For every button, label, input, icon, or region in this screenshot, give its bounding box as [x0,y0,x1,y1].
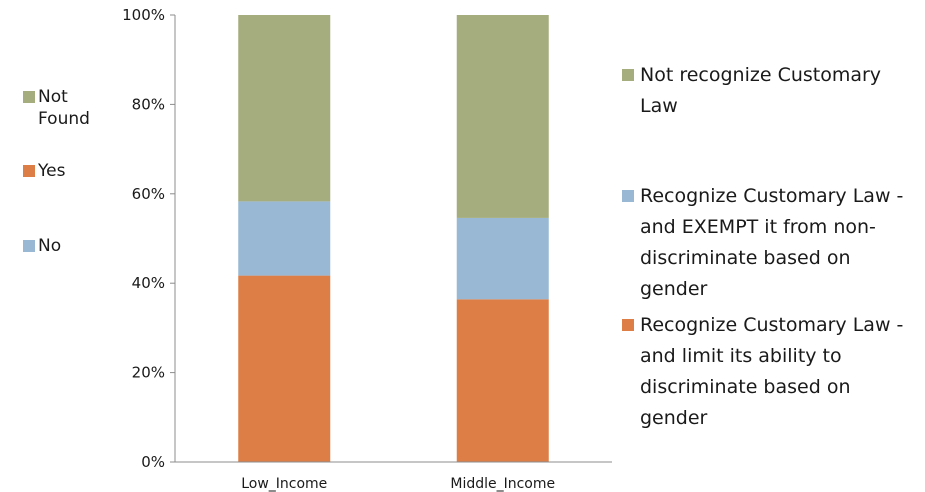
legend-label: Not recognize Customary Law [640,64,882,117]
right-legend-item-exempt: Recognize Customary Law - and EXEMPT it … [622,181,922,305]
y-tick-label: 60% [132,185,165,203]
legend-swatch [622,190,634,202]
legend-swatch [622,319,634,331]
bar-segment [456,299,549,462]
bar-segment [238,275,331,462]
x-axis: Low_Income Middle_Income [175,461,612,492]
y-tick-label: 100% [122,6,165,24]
x-tick-label: Low_Income [241,476,327,492]
right-legend-item-limit: Recognize Customary Law - and limit its … [622,310,922,434]
left-legend-item-not-found: Not Found [23,86,113,130]
legend-swatch [23,165,35,177]
legend-swatch [23,91,35,103]
bars [238,15,549,462]
legend-label: Recognize Customary Law - and EXEMPT it … [640,185,904,300]
x-tick-label: Middle_Income [450,476,555,492]
left-legend-item-no: No [23,235,113,257]
bar-segment [238,201,331,276]
y-tick-label: 20% [132,364,165,382]
bar-segment [238,15,331,202]
bar-segment [456,15,549,218]
left-legend-item-yes: Yes [23,160,113,182]
bar-segment [456,217,549,300]
legend-label: Yes [38,161,66,181]
legend-swatch [23,240,35,252]
right-legend-item-not-recognize: Not recognize Customary Law [622,60,922,122]
y-axis: 0% 20% 40% 60% 80% 100% [122,6,176,471]
legend-label: Not Found [38,87,90,129]
legend-label: Recognize Customary Law - and limit its … [640,314,904,429]
y-tick-label: 40% [132,274,165,292]
legend-swatch [622,69,634,81]
y-tick-label: 80% [132,95,165,113]
legend-label: No [38,236,62,256]
y-tick-label: 0% [141,453,165,471]
